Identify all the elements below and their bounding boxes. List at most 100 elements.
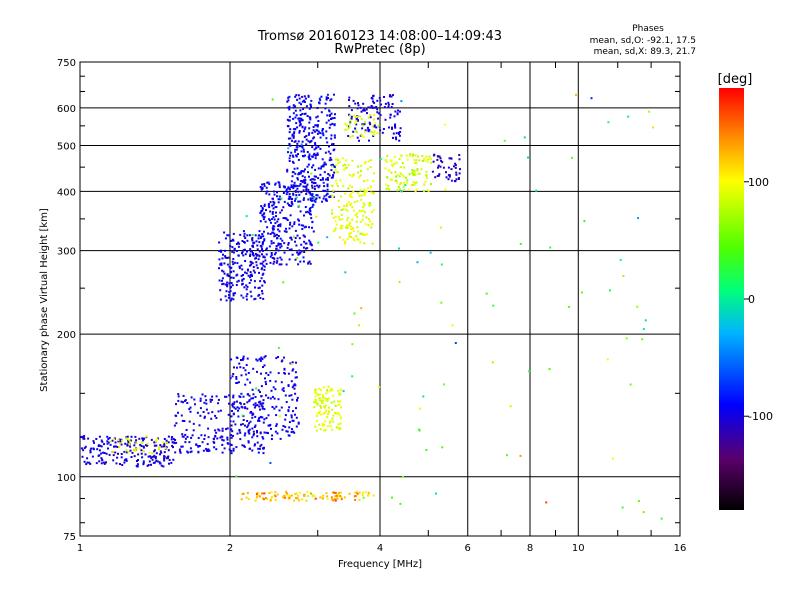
scatter-point: [287, 137, 290, 140]
scatter-point: [337, 494, 340, 497]
scatter-point: [256, 253, 259, 256]
scatter-point: [350, 195, 353, 198]
scatter-point: [291, 225, 294, 228]
scatter-point: [290, 414, 293, 417]
scatter-point: [430, 183, 432, 185]
scatter-point: [282, 281, 285, 284]
scatter-point: [362, 209, 365, 212]
scatter-point: [257, 234, 260, 237]
scatter-point: [352, 209, 355, 212]
scatter-point: [108, 441, 111, 444]
scatter-point: [345, 226, 348, 229]
scatter-point: [158, 461, 161, 464]
scatter-point: [290, 416, 293, 419]
scatter-point: [251, 239, 254, 242]
scatter-point: [274, 380, 277, 383]
scatter-point: [294, 116, 297, 119]
colorbar-tick-label: 100: [748, 176, 769, 189]
scatter-point: [253, 444, 256, 447]
x-axis-ticks: 1 2 4 6 8 10 16: [77, 62, 686, 554]
scatter-point: [330, 137, 333, 140]
scatter-point: [391, 165, 394, 168]
scatter-point: [248, 432, 251, 435]
scatter-point: [119, 442, 122, 445]
scatter-point: [305, 499, 308, 502]
scatter-point: [363, 162, 366, 165]
scatter-point: [300, 103, 302, 106]
scatter-point: [266, 190, 269, 193]
scatter-point: [316, 194, 319, 197]
scatter-point: [340, 213, 343, 216]
scatter-point: [257, 258, 260, 261]
scatter-point: [226, 436, 229, 439]
scatter-point: [118, 446, 121, 448]
scatter-point: [258, 358, 261, 361]
scatter-point: [296, 142, 299, 145]
scatter-point: [315, 175, 318, 178]
scatter-point: [360, 307, 363, 310]
scatter-point: [311, 186, 314, 189]
scatter-point: [174, 451, 177, 454]
scatter-point: [329, 196, 332, 198]
scatter-point: [312, 153, 315, 156]
scatter-point: [395, 138, 398, 141]
scatter-point: [283, 200, 286, 203]
scatter-point: [224, 283, 227, 286]
scatter-point: [294, 199, 296, 202]
scatter-point: [242, 366, 245, 369]
scatter-point: [395, 132, 398, 135]
scatter-point: [391, 163, 394, 166]
scatter-point: [304, 97, 307, 100]
scatter-point: [335, 494, 338, 497]
scatter-point: [367, 494, 369, 497]
scatter-point: [296, 177, 299, 180]
scatter-point: [167, 456, 169, 459]
scatter-point: [444, 123, 447, 126]
scatter-point: [339, 179, 342, 182]
scatter-point: [291, 398, 294, 401]
scatter-point: [314, 157, 317, 160]
scatter-point: [287, 372, 290, 375]
scatter-point: [491, 361, 494, 364]
scatter-point: [331, 417, 334, 420]
scatter-point: [135, 447, 138, 450]
scatter-point: [299, 171, 302, 174]
scatter-point: [364, 211, 367, 214]
scatter-point: [352, 99, 355, 102]
scatter-point: [214, 429, 217, 432]
scatter-point: [288, 105, 291, 108]
scatter-point: [423, 183, 426, 186]
scatter-point: [305, 188, 308, 191]
scatter-point: [286, 191, 289, 193]
scatter-point: [191, 434, 194, 437]
scatter-point: [261, 214, 264, 217]
scatter-point: [254, 286, 256, 289]
scatter-point: [317, 412, 320, 414]
scatter-point: [361, 134, 364, 137]
scatter-point: [288, 160, 291, 162]
scatter-point: [433, 153, 436, 156]
scatter-point: [272, 197, 274, 200]
scatter-point: [399, 131, 402, 133]
scatter-point: [227, 442, 230, 445]
scatter-point: [140, 452, 143, 455]
scatter-point: [309, 178, 312, 181]
scatter-point: [261, 253, 263, 256]
scatter-point: [345, 159, 348, 162]
scatter-point: [376, 108, 379, 111]
scatter-point: [270, 498, 272, 501]
scatter-point: [398, 175, 401, 178]
scatter-point: [274, 234, 277, 237]
scatter-point: [193, 398, 196, 401]
scatter-point: [222, 439, 225, 442]
scatter-point: [288, 95, 291, 98]
scatter-point: [293, 132, 295, 135]
scatter-point: [273, 257, 276, 260]
scatter-point: [245, 373, 248, 376]
scatter-point: [303, 240, 306, 243]
scatter-point: [308, 156, 310, 159]
scatter-point: [435, 492, 437, 495]
scatter-point: [82, 437, 85, 440]
scatter-point: [236, 357, 239, 359]
scatter-point: [241, 414, 244, 417]
